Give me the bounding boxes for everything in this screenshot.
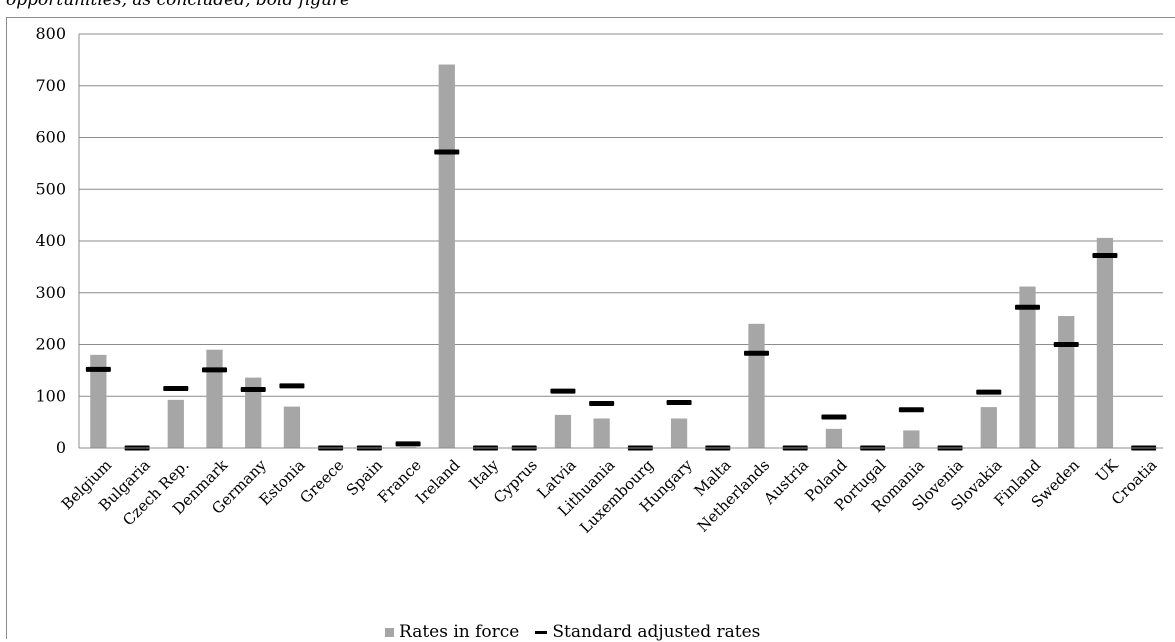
marker [898, 407, 924, 413]
marker [85, 366, 111, 372]
marker [1015, 304, 1040, 310]
gridlines [79, 33, 1163, 449]
x-tick-label: UK [1092, 455, 1122, 485]
bar [748, 323, 765, 448]
bar [245, 377, 262, 448]
bar [980, 407, 997, 448]
axes [78, 34, 1163, 449]
y-tick-label: 100 [35, 386, 66, 405]
marker [744, 350, 769, 356]
marker [666, 399, 692, 405]
bar [903, 430, 920, 448]
marker [395, 441, 421, 447]
y-tick-label: 400 [35, 231, 66, 250]
bar [554, 414, 572, 448]
legend-item-standard-adjusted-rates: Standard adjusted rates [535, 622, 760, 642]
marker [821, 414, 847, 420]
marker [202, 367, 227, 373]
header-text: opportunities, as concluded, bold figure [6, 0, 351, 10]
bar [438, 64, 455, 448]
marker [434, 149, 460, 155]
bar [825, 428, 843, 448]
bar [399, 446, 417, 448]
bar [167, 399, 184, 448]
bar [1019, 286, 1036, 448]
marker [550, 388, 576, 394]
bar [593, 418, 610, 448]
y-tick-label: 800 [35, 24, 66, 43]
x-tick-label: Greece [296, 456, 347, 507]
y-tick-label: 500 [35, 179, 66, 198]
marker [1053, 342, 1079, 347]
bar [670, 418, 688, 448]
legend-item-rates-in-force: Rates in force [385, 622, 519, 642]
y-tick-label: 0 [56, 438, 66, 457]
bar [90, 354, 107, 448]
legend-swatch-bar [385, 627, 394, 637]
legend-label: Standard adjusted rates [552, 622, 761, 642]
bar [283, 406, 301, 448]
bar [1058, 316, 1075, 448]
y-tick-label: 600 [35, 128, 66, 147]
bar [206, 349, 223, 448]
x-tick-label: Ireland [412, 456, 464, 508]
marker [976, 389, 1002, 395]
bar [1096, 237, 1114, 448]
legend: Rates in force Standard adjusted rates [385, 622, 760, 642]
legend-label: Rates in force [399, 622, 520, 642]
legend-swatch-marker [535, 630, 548, 634]
marker [240, 387, 266, 393]
y-tick-label: 300 [35, 283, 66, 302]
chart-frame [6, 17, 1175, 639]
y-tick-labels: 0 100 200 300 400 500 600 700 800 [35, 24, 66, 457]
x-tick-label: Cyprus [490, 456, 541, 507]
marker [163, 385, 189, 391]
y-tick-label: 700 [35, 76, 66, 95]
marker [279, 383, 305, 389]
y-tick-label: 200 [35, 335, 66, 354]
marker [589, 400, 615, 406]
marker [1092, 252, 1118, 258]
